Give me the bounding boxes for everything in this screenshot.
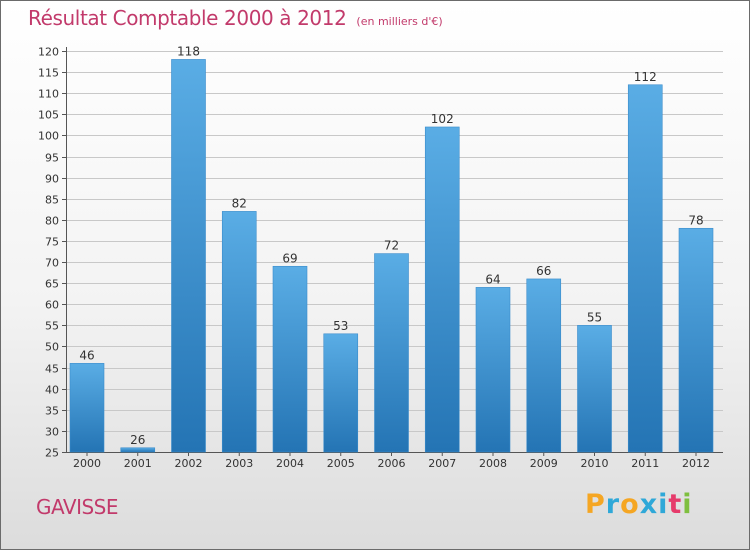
bar-2008 xyxy=(475,287,511,453)
value-label-2001: 26 xyxy=(130,433,145,447)
value-label-2002: 118 xyxy=(177,44,200,58)
logo-letter: t xyxy=(668,489,683,520)
y-tick-label: 100 xyxy=(38,130,59,143)
logo-letter: x xyxy=(639,489,659,520)
y-tick-label: 50 xyxy=(45,341,59,354)
y-tick-label: 55 xyxy=(45,320,59,333)
bar-2001 xyxy=(120,447,156,453)
bar-2006 xyxy=(374,253,409,453)
x-tick-label-2009: 2009 xyxy=(530,457,558,470)
x-tick-label-2004: 2004 xyxy=(276,457,304,470)
y-tick-label: 110 xyxy=(38,88,59,101)
x-tick-label-2000: 2000 xyxy=(73,457,101,470)
value-label-2006: 72 xyxy=(384,239,399,253)
bar-2010 xyxy=(577,325,612,453)
commune-name: GAVISSE xyxy=(36,495,119,519)
y-tick-label: 40 xyxy=(45,384,59,397)
chart-title: Résultat Comptable 2000 à 2012 xyxy=(28,6,347,30)
bar-2009 xyxy=(526,278,562,453)
x-tick-label-2001: 2001 xyxy=(124,457,152,470)
y-tick-label: 105 xyxy=(38,109,59,122)
bar-layer xyxy=(69,59,714,453)
x-tick-label-2010: 2010 xyxy=(581,457,609,470)
value-label-2009: 66 xyxy=(536,264,551,278)
y-tick-label: 85 xyxy=(45,194,59,207)
value-label-2011: 112 xyxy=(634,70,657,84)
bar-2002 xyxy=(171,59,206,453)
bar-2012 xyxy=(678,227,714,453)
bar-2011 xyxy=(627,84,663,453)
bar-2000 xyxy=(69,363,105,453)
logo-letter: o xyxy=(620,489,640,520)
value-label-2004: 69 xyxy=(282,251,297,265)
bar-2005 xyxy=(323,333,359,453)
x-tick-label-2002: 2002 xyxy=(175,457,203,470)
label-layer: 46 26 118 82 69 53 72 102 64 66 55 112 78 xyxy=(79,44,703,446)
y-tick-label: 75 xyxy=(45,236,59,249)
y-tick-label: 45 xyxy=(45,363,59,376)
bar-2004 xyxy=(272,265,308,453)
bar-2007 xyxy=(424,126,460,453)
y-tick-label: 70 xyxy=(45,257,59,270)
y-tick-label: 95 xyxy=(45,152,59,165)
logo-letter: i xyxy=(682,489,693,520)
x-tick-label-2006: 2006 xyxy=(378,457,406,470)
x-tick-label-2003: 2003 xyxy=(225,457,253,470)
value-label-2010: 55 xyxy=(587,310,602,324)
axis-layer: 25 30 35 40 45 50 55 60 65 70 75 80 85 90 95 100 105 110 1… xyxy=(38,46,723,470)
title-row: Résultat Comptable 2000 à 2012 (en millie… xyxy=(28,6,443,30)
proxiti-logo[interactable]: Proxiti xyxy=(585,489,693,520)
y-tick-label: 30 xyxy=(45,426,59,439)
y-tick-label: 120 xyxy=(38,46,59,59)
value-label-2008: 64 xyxy=(485,272,500,286)
y-tick-label: 60 xyxy=(45,299,59,312)
value-label-2005: 53 xyxy=(333,319,348,333)
x-tick-label-2005: 2005 xyxy=(327,457,355,470)
y-tick-label: 65 xyxy=(45,278,59,291)
y-tick-label: 80 xyxy=(45,215,59,228)
logo-letter: P xyxy=(585,489,606,520)
value-label-2000: 46 xyxy=(79,348,94,362)
x-tick-label-2012: 2012 xyxy=(682,457,710,470)
x-tick-label-2007: 2007 xyxy=(428,457,456,470)
bar-2003 xyxy=(221,211,257,453)
value-label-2012: 78 xyxy=(688,213,703,227)
x-tick-label-2011: 2011 xyxy=(631,457,659,470)
y-tick-label: 90 xyxy=(45,173,59,186)
value-label-2003: 82 xyxy=(232,196,247,210)
chart-subtitle: (en milliers d'€) xyxy=(356,15,443,28)
logo-letter: r xyxy=(605,489,621,520)
y-tick-label: 25 xyxy=(45,447,59,460)
logo-letter: i xyxy=(658,489,669,520)
value-label-2007: 102 xyxy=(431,112,454,126)
y-tick-label: 115 xyxy=(38,67,59,80)
y-tick-label: 35 xyxy=(45,405,59,418)
x-tick-label-2008: 2008 xyxy=(479,457,507,470)
